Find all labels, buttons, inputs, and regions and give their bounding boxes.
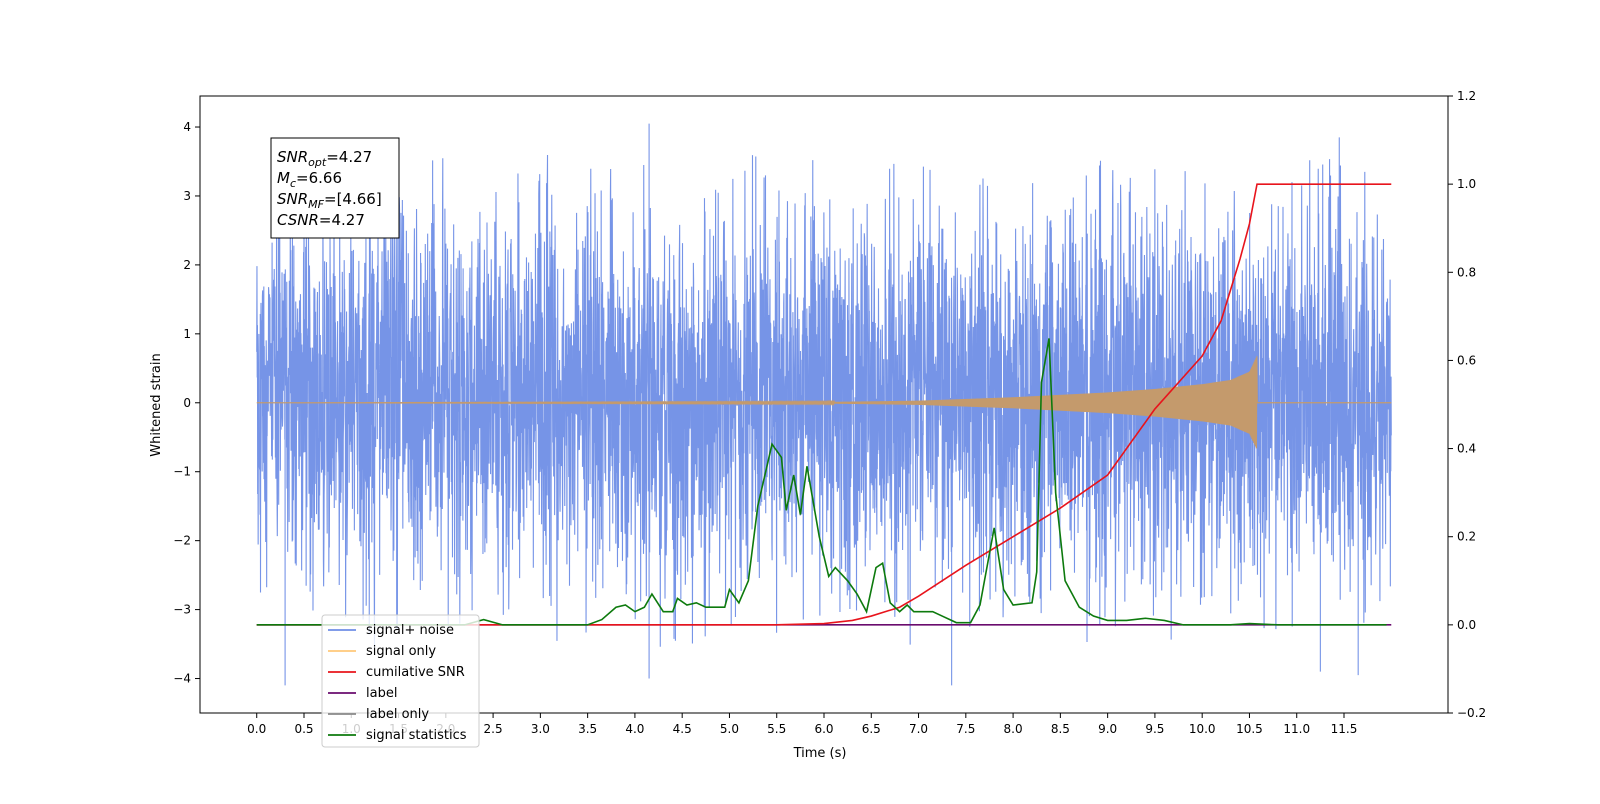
annotation-line: CSNR=4.27 (277, 211, 365, 229)
legend-label: label only (366, 707, 429, 722)
x-tick-label: 7.0 (909, 722, 928, 736)
y-left-tick-label: −4 (173, 672, 191, 686)
x-tick-label: 8.0 (1004, 722, 1023, 736)
legend-label: cumilative SNR (366, 665, 465, 680)
annotation-line: SNRMF=[4.66] (277, 190, 382, 211)
x-tick-label: 9.5 (1145, 722, 1164, 736)
y-right-tick-label: −0.2 (1457, 706, 1486, 720)
x-tick-label: 5.0 (720, 722, 739, 736)
y-left-tick-label: 3 (183, 189, 191, 203)
y-right-tick-label: 1.2 (1457, 89, 1476, 103)
series-signal-statistics-line (256, 338, 1387, 626)
series-layer (256, 123, 1392, 686)
x-tick-label: 3.0 (531, 722, 550, 736)
y-right-tick-label: 0.8 (1457, 265, 1476, 279)
x-axis-label: Time (s) (793, 746, 847, 761)
x-tick-label: 2.5 (484, 722, 503, 736)
x-tick-label: 9.0 (1098, 722, 1117, 736)
series-signal-only-line (256, 356, 1392, 449)
y-right-tick-label: 0.4 (1457, 442, 1476, 456)
y-left-tick-label: −2 (173, 534, 191, 548)
x-tick-label: 10.0 (1189, 722, 1216, 736)
x-tick-label: 6.0 (814, 722, 833, 736)
annotation-frame (270, 137, 400, 239)
x-tick-label: 7.5 (956, 722, 975, 736)
legend: signal+ noise signal only cumilative SNR la… (321, 614, 480, 748)
x-tick-label: 10.5 (1236, 722, 1263, 736)
x-tick-label: 4.5 (673, 722, 692, 736)
annotation-line: Mc=6.66 (277, 169, 342, 190)
legend-label: signal only (366, 644, 436, 659)
y-right-tick-label: 0.6 (1457, 353, 1476, 367)
series-signal-noise-line (256, 123, 1392, 686)
y-left-tick-label: 1 (183, 327, 191, 341)
legend-label: signal statistics (366, 728, 467, 743)
y-left-tick-label: −3 (173, 603, 191, 617)
y-left-tick-label: −1 (173, 465, 191, 479)
x-tick-label: 0.5 (294, 722, 313, 736)
x-tick-label: 6.5 (862, 722, 881, 736)
y-right-tick-label: 0.0 (1457, 618, 1476, 632)
y-left-tick-label: 2 (183, 258, 191, 272)
annotation-line: SNRopt=4.27 (277, 148, 372, 169)
y-right-tick-label: 1.0 (1457, 177, 1476, 191)
x-tick-label: 0.0 (247, 722, 266, 736)
y-left-tick-label: 0 (183, 396, 191, 410)
x-tick-label: 4.0 (625, 722, 644, 736)
legend-frame (321, 614, 480, 748)
legend-label: signal+ noise (366, 623, 454, 638)
series-cumulative-snr-line (256, 183, 1392, 626)
y-axis-label: Whitened strain (149, 353, 164, 456)
legend-label: label (366, 686, 397, 701)
y-left-tick-label: 4 (183, 120, 191, 134)
x-tick-label: 11.0 (1283, 722, 1310, 736)
x-tick-label: 8.5 (1051, 722, 1070, 736)
x-tick-label: 3.5 (578, 722, 597, 736)
x-tick-label: 5.5 (767, 722, 786, 736)
y-right-tick-label: 0.2 (1457, 530, 1476, 544)
x-tick-label: 11.5 (1331, 722, 1358, 736)
